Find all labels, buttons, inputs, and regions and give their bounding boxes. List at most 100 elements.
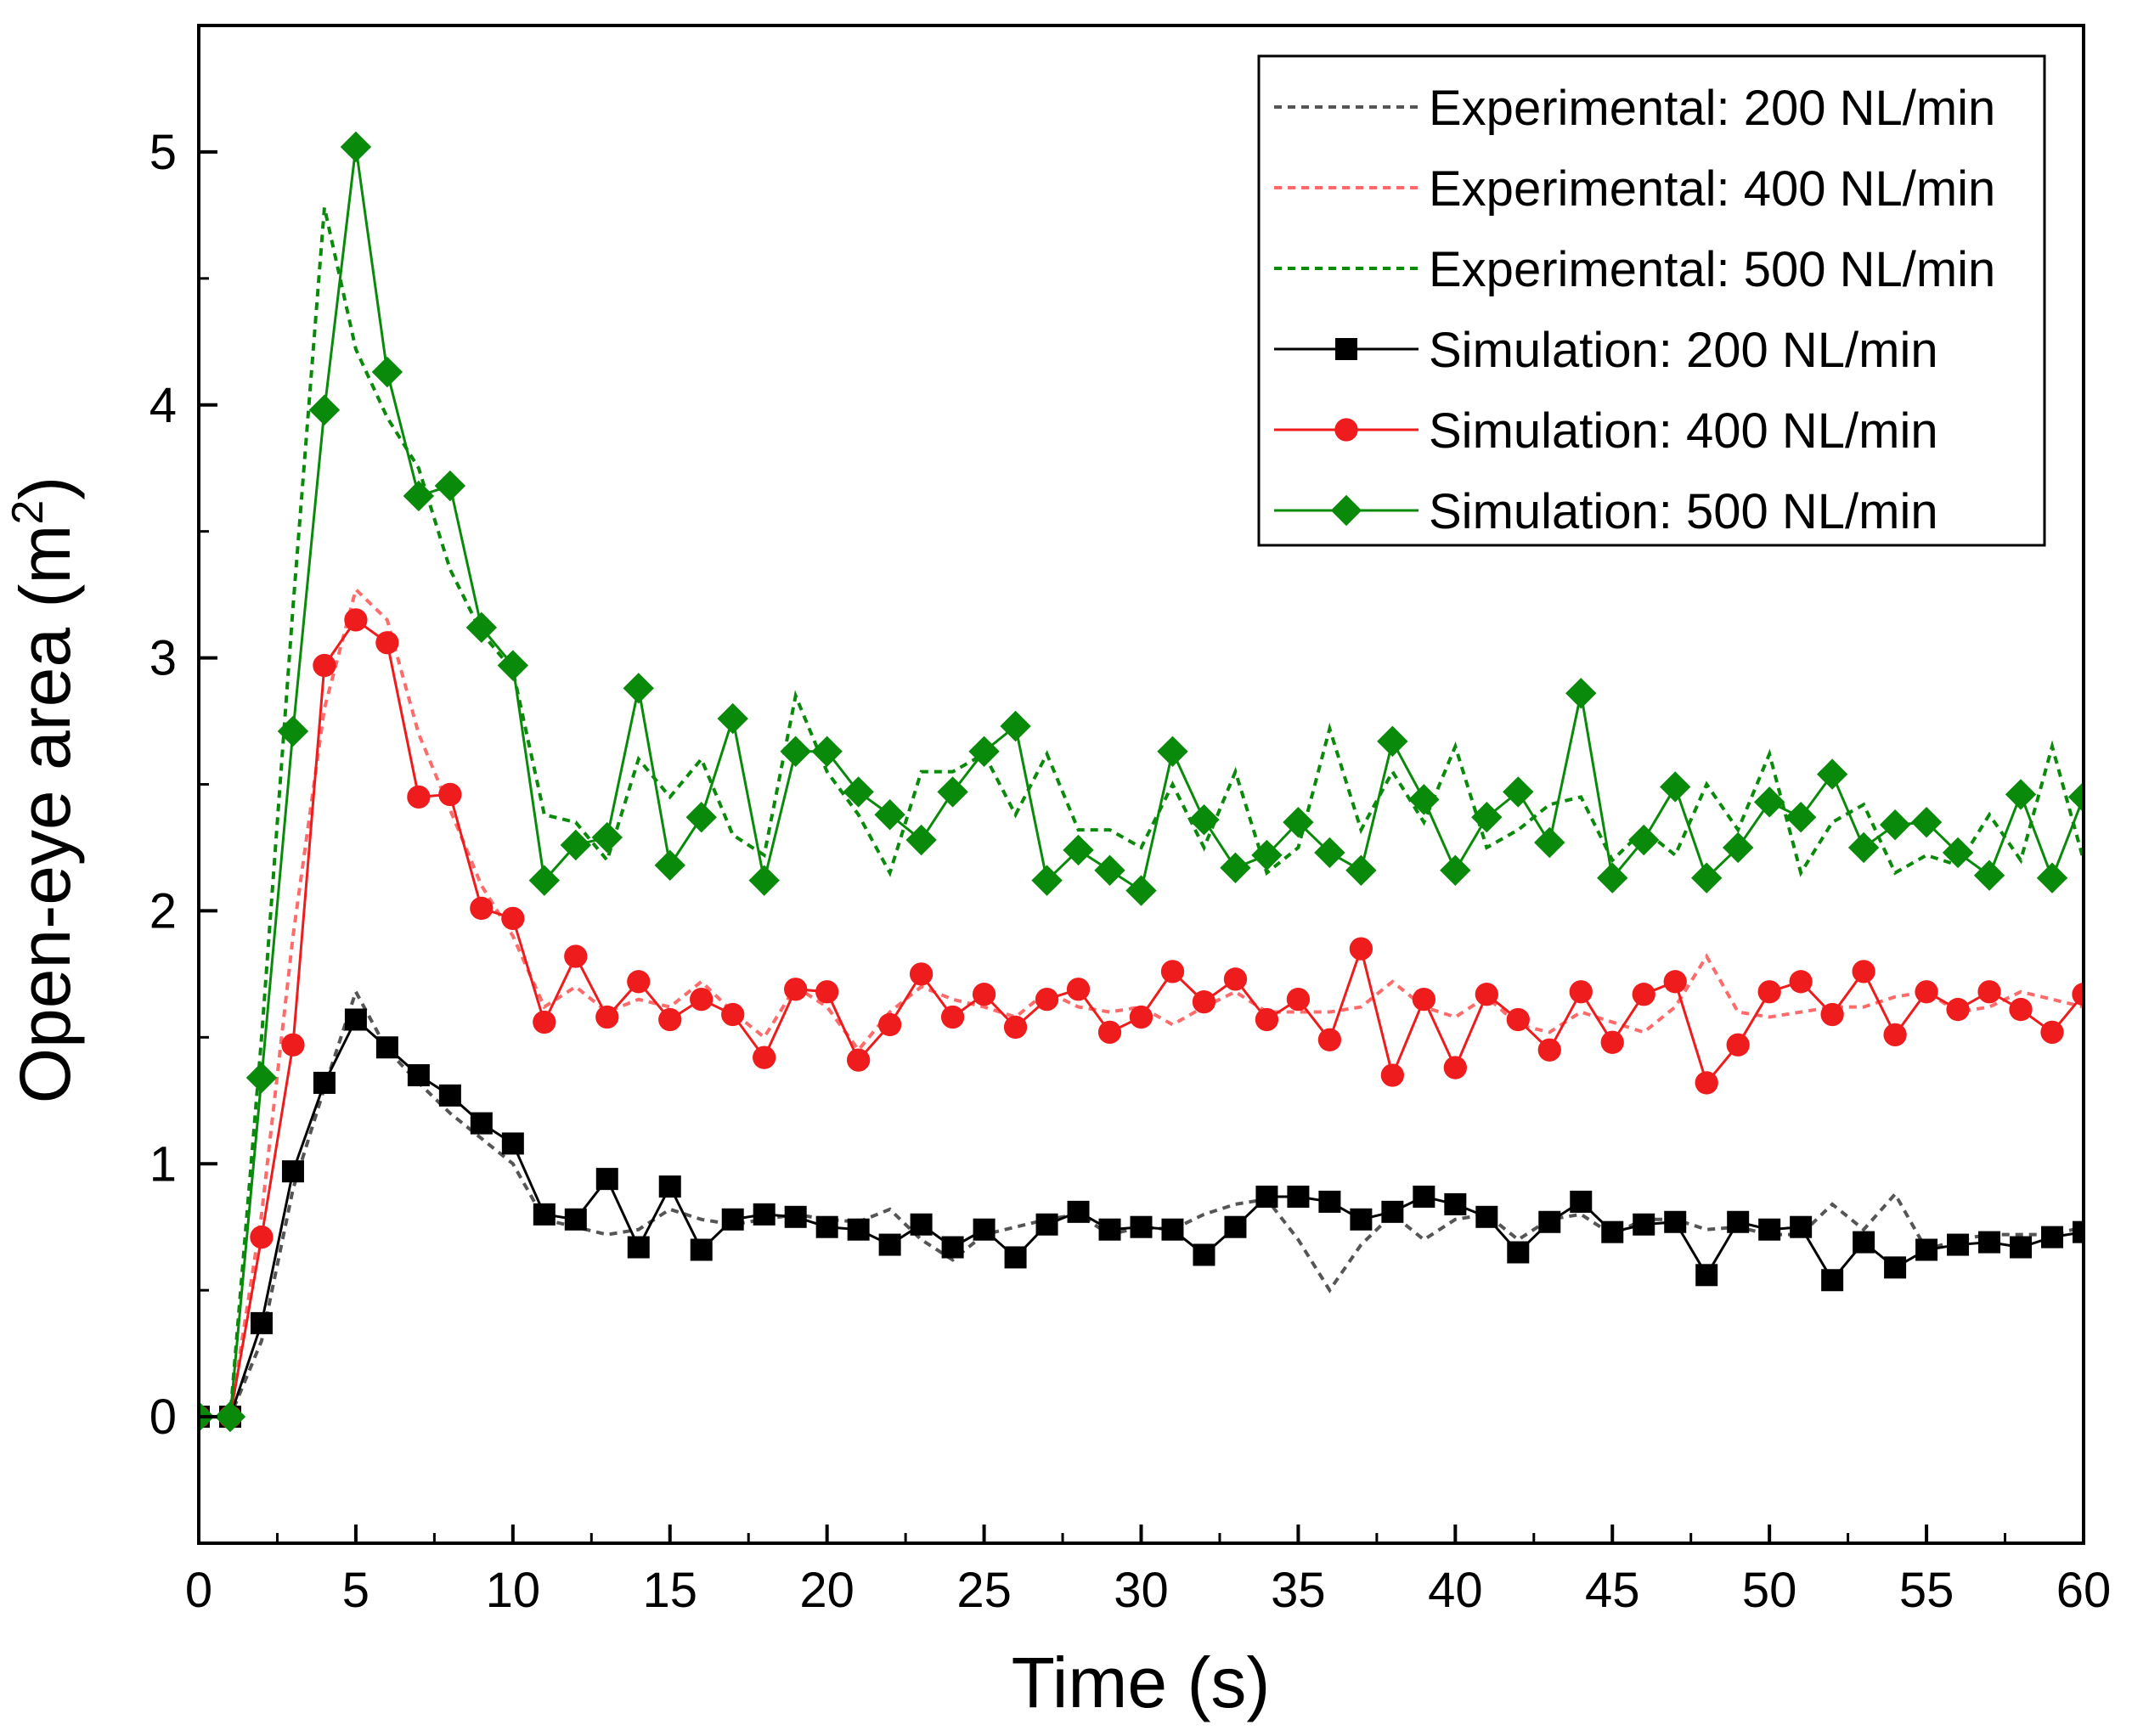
data-point-diamond: [1753, 786, 1785, 818]
data-point-circle: [753, 1046, 776, 1069]
data-point-square: [1821, 1269, 1844, 1292]
data-point-diamond: [654, 849, 685, 882]
x-tick-label: 40: [1428, 1563, 1483, 1618]
series-experimental-2: [199, 207, 2084, 1419]
data-point-square: [1350, 1208, 1373, 1231]
data-point-square: [1727, 1210, 1750, 1233]
data-point-square: [1224, 1215, 1247, 1238]
y-axis-label-superscript: 2: [3, 500, 53, 525]
data-point-square: [281, 1160, 304, 1183]
data-point-square: [1381, 1200, 1404, 1223]
data-point-square: [1915, 1238, 1938, 1261]
y-tick-label: 4: [149, 378, 177, 433]
data-point-circle: [1537, 1038, 1561, 1062]
data-point-circle: [2009, 997, 2033, 1022]
data-point-square: [1287, 1185, 1310, 1208]
data-point-diamond: [1330, 494, 1362, 527]
data-point-square: [1601, 1220, 1624, 1243]
data-point-square: [1413, 1185, 1435, 1208]
data-point-circle: [721, 1002, 745, 1027]
data-point-diamond: [1314, 837, 1345, 869]
data-point-circle: [344, 608, 368, 632]
data-point-circle: [1129, 1005, 1153, 1029]
data-point-circle: [940, 1005, 965, 1029]
data-point-circle: [313, 653, 336, 678]
data-point-circle: [250, 1225, 274, 1249]
data-point-diamond: [937, 776, 968, 808]
data-point-square: [2073, 1220, 2084, 1243]
data-point-circle: [1380, 1063, 1405, 1087]
data-point-diamond: [1283, 806, 1314, 838]
data-point-square: [1161, 1218, 1184, 1241]
data-point-square: [973, 1218, 995, 1241]
x-tick-label: 35: [1271, 1563, 1326, 1618]
legend-entry: Simulation: 400 NL/min: [1274, 403, 1938, 459]
data-point-circle: [1852, 960, 1875, 984]
data-point-diamond: [1691, 862, 1723, 893]
data-point-diamond: [1251, 839, 1283, 871]
data-point-square: [1507, 1241, 1530, 1264]
data-point-square: [815, 1215, 838, 1238]
data-point-square: [564, 1208, 587, 1231]
data-point-square: [1758, 1218, 1781, 1241]
data-point-square: [690, 1238, 713, 1261]
data-point-square: [1475, 1205, 1498, 1228]
legend-entry: Simulation: 500 NL/min: [1274, 484, 1938, 539]
series-simulation-5: [199, 131, 2084, 1433]
data-point-diamond: [1847, 831, 1880, 864]
series-experimental-0: [199, 987, 2084, 1419]
data-point-circle: [1003, 1015, 1028, 1040]
data-point-diamond: [277, 715, 309, 747]
data-point-circle: [877, 1012, 902, 1037]
legend-label: Experimental: 500 NL/min: [1429, 242, 1995, 297]
data-point-square: [501, 1132, 524, 1155]
data-point-diamond: [1597, 862, 1628, 893]
data-point-diamond: [623, 673, 654, 704]
data-point-circle: [909, 962, 933, 986]
y-tick-label: 0: [149, 1389, 177, 1445]
data-point-circle: [1663, 970, 1687, 994]
x-tick-label: 10: [486, 1563, 541, 1618]
data-point-circle: [533, 1010, 556, 1034]
data-point-square: [1947, 1233, 1970, 1256]
data-point-diamond: [968, 736, 1000, 767]
data-point-diamond: [905, 824, 937, 856]
data-point-square: [1633, 1213, 1655, 1236]
data-point-circle: [564, 944, 588, 968]
legend-entry: Experimental: 200 NL/min: [1274, 81, 1995, 136]
y-tick-label: 5: [149, 125, 177, 180]
data-point-diamond: [434, 470, 466, 502]
data-point-circle: [1035, 988, 1059, 1012]
data-point-circle: [1097, 1020, 1122, 1045]
data-point-square: [1853, 1231, 1875, 1254]
data-point-circle: [1946, 997, 1970, 1022]
data-point-diamond: [1503, 776, 1534, 808]
data-point-square: [1193, 1243, 1215, 1266]
data-point-diamond: [685, 802, 717, 833]
legend-label: Simulation: 400 NL/min: [1429, 403, 1938, 459]
data-point-diamond: [811, 736, 843, 767]
data-point-square: [1004, 1246, 1027, 1269]
series-line: [199, 207, 2084, 1419]
data-point-circle: [1286, 988, 1311, 1012]
data-point-square: [910, 1213, 933, 1236]
data-point-square: [1067, 1200, 1090, 1223]
legend-label: Experimental: 400 NL/min: [1429, 161, 1995, 217]
data-point-circle: [470, 896, 494, 921]
data-point-square: [1538, 1210, 1561, 1233]
data-point-circle: [407, 785, 431, 809]
data-point-circle: [1695, 1071, 1718, 1095]
data-point-diamond: [1565, 678, 1597, 709]
data-point-diamond: [1157, 736, 1188, 767]
x-tick-label: 45: [1585, 1563, 1640, 1618]
data-point-circle: [690, 988, 713, 1012]
data-point-diamond: [1879, 809, 1911, 841]
data-point-square: [1884, 1256, 1907, 1279]
data-point-circle: [1600, 1030, 1624, 1054]
data-point-circle: [815, 980, 839, 1004]
y-tick-label: 2: [149, 883, 177, 938]
data-point-diamond: [1188, 803, 1220, 836]
data-point-diamond: [748, 865, 780, 896]
data-point-square: [627, 1236, 650, 1259]
